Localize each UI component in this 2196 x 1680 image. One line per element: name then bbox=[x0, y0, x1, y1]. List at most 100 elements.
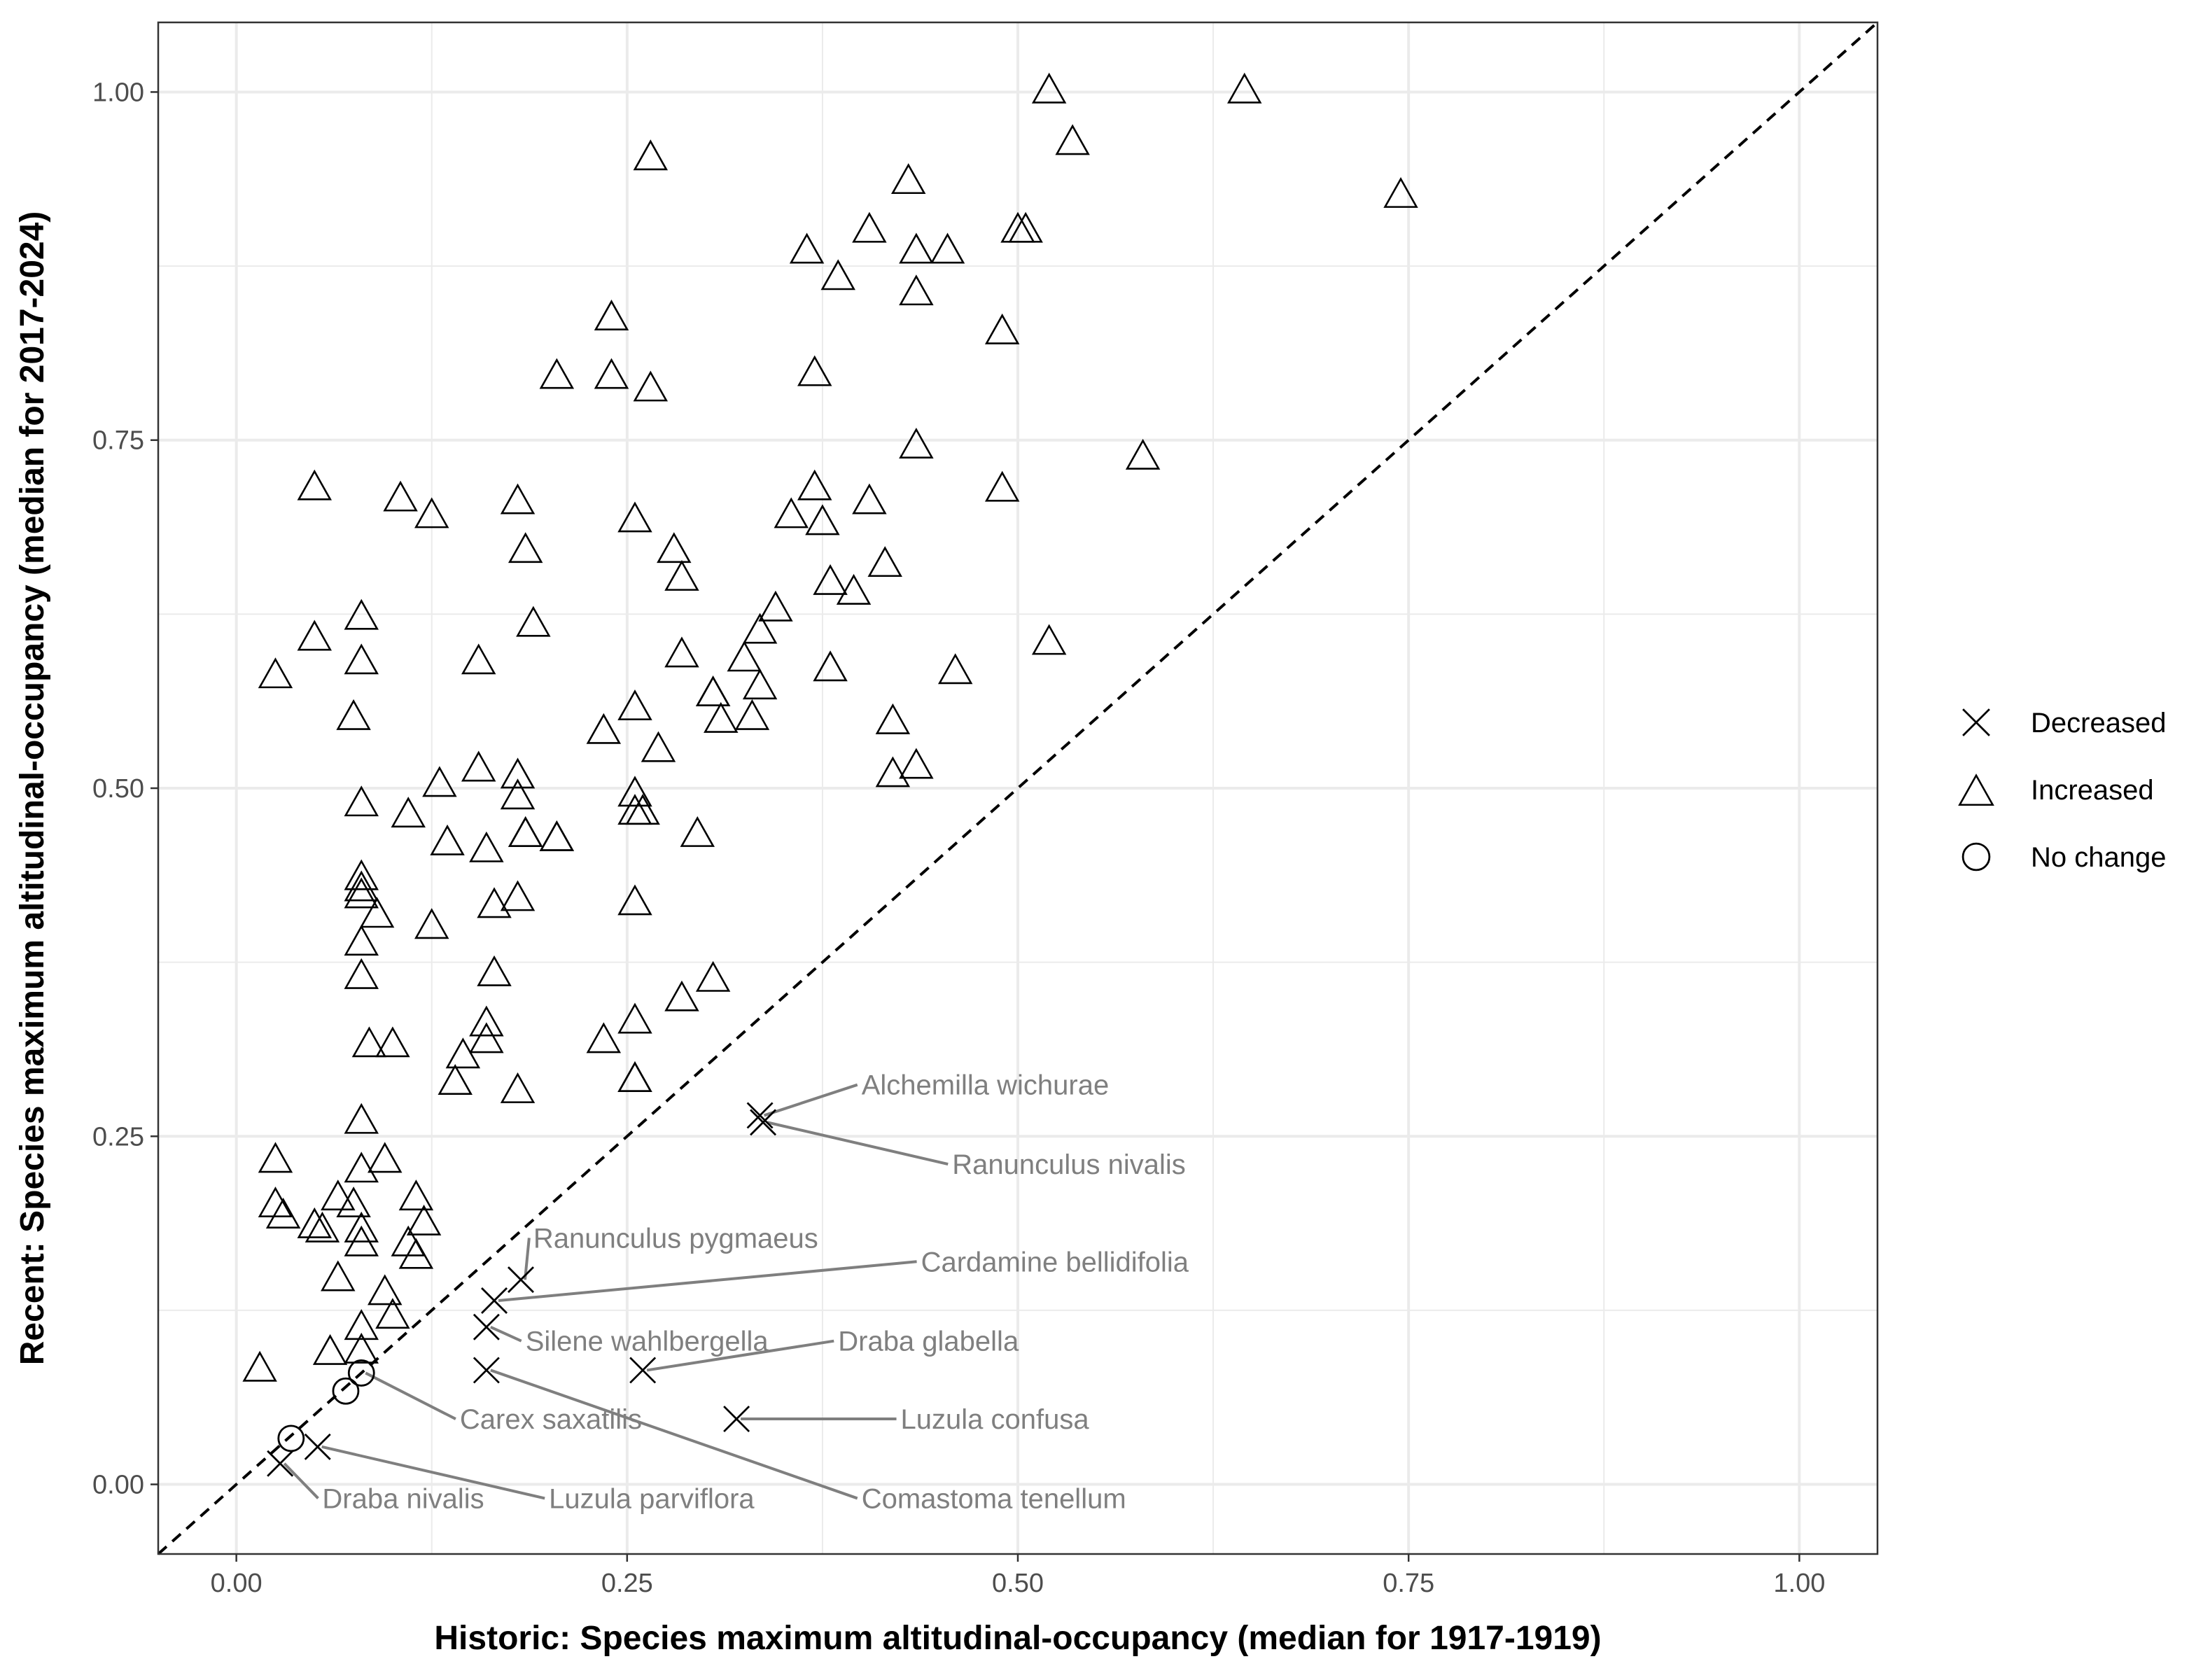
annotation-label: Alchemilla wichurae bbox=[862, 1070, 1109, 1101]
point-increased bbox=[344, 870, 379, 902]
point-increased bbox=[414, 908, 449, 939]
point-increased bbox=[813, 564, 848, 595]
point-increased bbox=[836, 573, 872, 605]
point-increased bbox=[344, 598, 379, 630]
x-tick-label: 1.00 bbox=[1773, 1569, 1825, 1598]
point-decreased bbox=[267, 1450, 294, 1477]
point-increased bbox=[633, 139, 669, 171]
point-increased bbox=[516, 606, 551, 637]
point-increased bbox=[321, 1180, 356, 1211]
point-increased bbox=[797, 469, 832, 500]
x-axis-ticks: 0.00 0.25 0.50 0.75 1.00 bbox=[211, 1554, 1825, 1598]
point-increased bbox=[368, 1142, 403, 1173]
point-decreased bbox=[481, 1287, 508, 1314]
point-increased bbox=[695, 676, 731, 707]
point-increased bbox=[984, 470, 1020, 502]
point-increased bbox=[617, 689, 652, 720]
point-increased bbox=[477, 955, 512, 986]
point-increased bbox=[664, 636, 699, 668]
point-increased bbox=[351, 1026, 387, 1058]
annotation-leader bbox=[321, 1445, 545, 1500]
point-increased bbox=[508, 816, 543, 847]
x-tick-label: 0.00 bbox=[211, 1569, 263, 1598]
point-increased bbox=[758, 590, 793, 622]
point-increased bbox=[617, 884, 652, 916]
point-no-change bbox=[347, 1359, 375, 1387]
legend-key-increased bbox=[1958, 774, 1994, 806]
annotation-label: Luzula confusa bbox=[901, 1404, 1090, 1435]
annotation-label: Carex saxatilis bbox=[460, 1404, 642, 1435]
point-increased bbox=[258, 1142, 293, 1173]
point-increased bbox=[617, 776, 652, 807]
point-increased bbox=[414, 497, 449, 528]
point-increased bbox=[867, 546, 902, 578]
point-increased bbox=[1031, 624, 1067, 655]
point-increased bbox=[852, 211, 887, 243]
point-increased bbox=[461, 750, 496, 782]
point-increased bbox=[641, 731, 676, 762]
point-increased bbox=[617, 501, 652, 533]
point-decreased bbox=[629, 1357, 657, 1384]
point-increased bbox=[594, 358, 629, 389]
point-increased bbox=[657, 532, 692, 564]
point-increased bbox=[344, 877, 379, 909]
y-tick-label: 0.75 bbox=[92, 426, 144, 456]
point-increased bbox=[500, 880, 536, 911]
point-increased bbox=[930, 232, 965, 264]
point-increased bbox=[508, 532, 543, 564]
point-increased bbox=[594, 300, 629, 330]
x-axis-title: Historic: Species maximum altitudinal-oc… bbox=[434, 1620, 1601, 1657]
point-increased bbox=[344, 1152, 379, 1183]
point-increased bbox=[422, 766, 457, 797]
point-increased bbox=[539, 820, 575, 851]
point-increased bbox=[664, 559, 699, 591]
point-increased bbox=[820, 259, 855, 290]
point-increased bbox=[1008, 211, 1043, 243]
point-increased bbox=[617, 1002, 652, 1034]
annotation-label: Cardamine bellidifolia bbox=[921, 1247, 1189, 1278]
point-increased bbox=[368, 1274, 403, 1306]
point-increased bbox=[398, 1238, 434, 1269]
point-increased bbox=[344, 1309, 379, 1340]
point-increased bbox=[321, 1260, 356, 1292]
point-decreased bbox=[473, 1357, 500, 1384]
point-increased bbox=[461, 643, 496, 675]
annotation-label: Comastoma tenellum bbox=[862, 1483, 1126, 1514]
point-increased bbox=[500, 778, 536, 810]
major-gridlines bbox=[158, 22, 1877, 1554]
point-increased bbox=[727, 640, 762, 672]
legend-label: No change bbox=[2031, 842, 2166, 873]
point-increased bbox=[344, 1225, 379, 1256]
annotation-leader bbox=[365, 1371, 456, 1420]
annotation-leader bbox=[524, 1238, 531, 1280]
point-increased bbox=[1227, 72, 1262, 104]
point-increased bbox=[469, 1022, 504, 1054]
point-increased bbox=[704, 701, 739, 733]
point-increased bbox=[742, 612, 778, 644]
point-increased bbox=[695, 960, 731, 992]
legend: Decreased Increased No change bbox=[1958, 708, 2166, 873]
point-increased bbox=[984, 313, 1020, 344]
point-no-change bbox=[332, 1377, 360, 1405]
legend-label: Decreased bbox=[2031, 708, 2166, 738]
point-increased bbox=[469, 1005, 504, 1037]
point-increased bbox=[1125, 438, 1161, 470]
point-increased bbox=[1383, 176, 1418, 208]
point-increased bbox=[242, 1350, 277, 1382]
annotation-label: Ranunculus nivalis bbox=[952, 1149, 1186, 1180]
point-increased bbox=[586, 1022, 622, 1054]
annotation-leader bbox=[490, 1325, 522, 1343]
point-increased bbox=[805, 504, 840, 536]
point-increased bbox=[297, 620, 332, 651]
annotation-leader bbox=[763, 1083, 858, 1117]
annotation-label: Silene wahlbergella bbox=[526, 1326, 769, 1357]
point-increased bbox=[383, 480, 418, 512]
x-tick-label: 0.50 bbox=[992, 1569, 1044, 1598]
point-increased bbox=[500, 757, 536, 789]
point-increased bbox=[336, 1186, 371, 1218]
point-increased bbox=[1055, 124, 1090, 155]
point-increased bbox=[430, 824, 465, 855]
point-decreased bbox=[746, 1102, 774, 1129]
